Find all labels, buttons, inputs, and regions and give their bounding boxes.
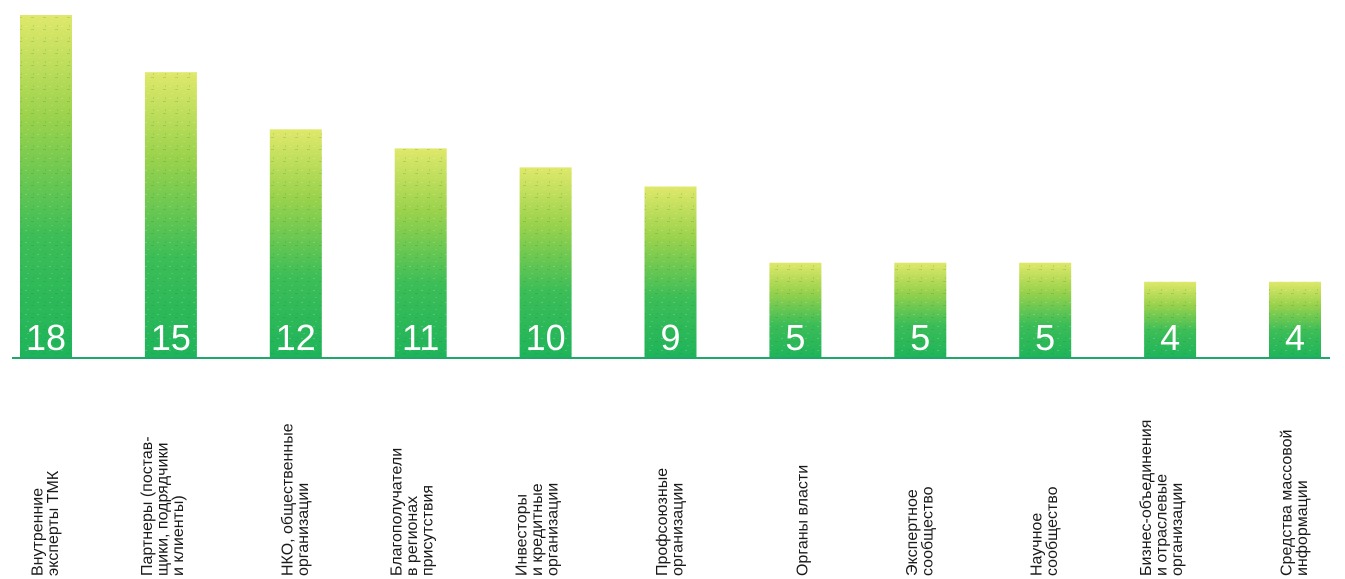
bar-value-label: 10 <box>526 317 566 358</box>
category-label-line: присутствия <box>420 485 437 576</box>
category-label: Экспертноесообщество <box>904 486 937 576</box>
bar-texture <box>894 262 947 358</box>
bar-group: 9 <box>644 186 697 358</box>
category-label-line: организации <box>1169 483 1186 576</box>
category-label-line: эксперты ТМК <box>45 470 62 576</box>
category-label-line: Профсоюзные <box>654 468 671 576</box>
category-label-line: сообщество <box>1044 486 1061 576</box>
category-labels: Внутренниеэксперты ТМК Партнеры (постав-щ… <box>30 420 1312 576</box>
category-label-line: Бизнес-объединения <box>1138 420 1155 576</box>
category-label-line: и отраслевые <box>1154 474 1171 576</box>
bar-group: 5 <box>1019 262 1072 358</box>
bar-value-label: 15 <box>151 317 191 358</box>
category-label: Бизнес-объединенияи отраслевыеорганизаци… <box>1138 420 1186 576</box>
bar-value-label: 9 <box>660 317 680 358</box>
category-label-line: Внутренние <box>30 488 47 576</box>
bar-texture <box>769 262 822 358</box>
bar-texture <box>394 148 447 358</box>
category-label-line: Научное <box>1029 513 1046 576</box>
bars: 18 15 12 11 10 9 5 5 5 4 4 <box>20 15 1321 358</box>
bar-value-label: 4 <box>1160 317 1180 358</box>
bar-texture <box>644 186 697 358</box>
category-label-line: и клиенты) <box>170 495 187 576</box>
category-label: Инвесторыи кредитныеорганизации <box>514 483 562 576</box>
bar-texture <box>20 15 72 358</box>
category-label-line: в регионах <box>404 496 421 576</box>
category-label-line: Органы власти <box>794 465 811 576</box>
bar-texture <box>1144 281 1197 358</box>
bar-group: 4 <box>1269 281 1321 358</box>
bar-value-label: 5 <box>910 317 930 358</box>
bar-texture <box>1269 281 1321 358</box>
bar-texture <box>519 167 572 358</box>
category-label-line: Экспертное <box>904 489 921 576</box>
category-label-line: информации <box>1294 480 1311 576</box>
category-label: НКО, общественныеорганизации <box>279 423 312 576</box>
category-label: Органы власти <box>794 465 811 576</box>
category-label: Профсоюзныеорганизации <box>654 468 687 576</box>
category-label-line: Средства массовой <box>1279 430 1296 576</box>
bar-texture <box>1019 262 1072 358</box>
bar-group: 18 <box>20 15 72 358</box>
bar-group: 5 <box>769 262 822 358</box>
category-label-line: Благополучатели <box>389 448 406 576</box>
bar-group: 11 <box>394 148 447 358</box>
category-label: Средства массовойинформации <box>1279 430 1312 576</box>
bar-value-label: 4 <box>1285 317 1305 358</box>
category-label: Научноесообщество <box>1029 486 1062 576</box>
bar-value-label: 18 <box>26 317 66 358</box>
bar-group: 5 <box>894 262 947 358</box>
bar-texture <box>269 129 322 358</box>
category-label: Внутренниеэксперты ТМК <box>30 470 63 576</box>
bar-texture <box>144 72 197 358</box>
category-label-line: организации <box>295 483 312 576</box>
category-label-line: НКО, общественные <box>279 423 296 576</box>
bar-group: 12 <box>269 129 322 358</box>
bar-group: 15 <box>144 72 197 358</box>
category-label-line: щики, подрядчики <box>154 443 171 576</box>
category-label: Благополучателив регионахприсутствия <box>389 448 437 576</box>
bar-group: 10 <box>519 167 572 358</box>
bar-value-label: 5 <box>1035 317 1055 358</box>
bar-value-label: 11 <box>402 317 439 358</box>
bar-value-label: 12 <box>276 317 316 358</box>
category-label-line: организации <box>670 483 687 576</box>
category-label-line: сообщество <box>919 486 936 576</box>
category-label-line: и кредитные <box>529 483 546 576</box>
bar-group: 4 <box>1144 281 1197 358</box>
category-label-line: Инвесторы <box>514 494 531 576</box>
category-label-line: Партнеры (постав- <box>139 436 156 576</box>
bar-value-label: 5 <box>785 317 805 358</box>
category-label-line: организации <box>545 483 562 576</box>
category-label: Партнеры (постав-щики, подрядчикии клиен… <box>139 436 187 576</box>
